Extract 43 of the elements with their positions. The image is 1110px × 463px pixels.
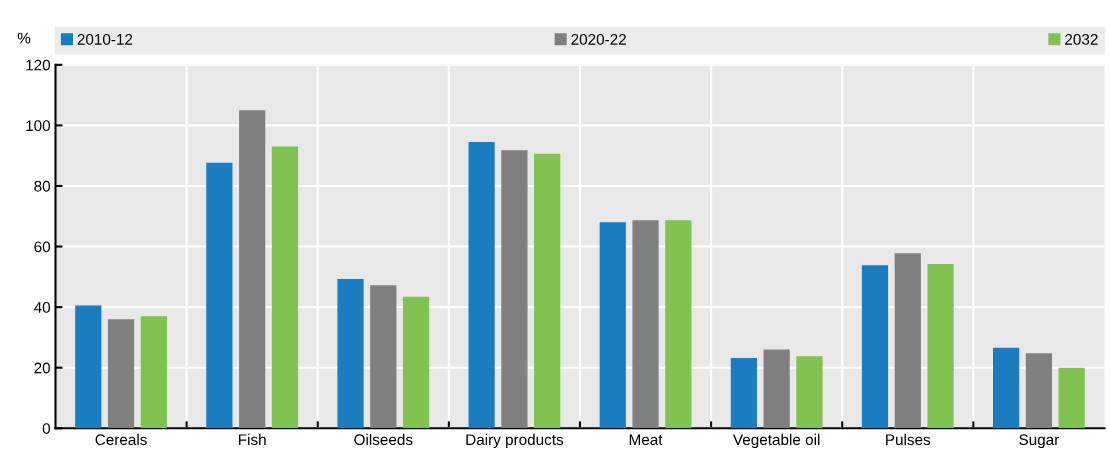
bar <box>1058 367 1085 429</box>
bar <box>468 142 495 429</box>
y-tick-label: 80 <box>34 180 51 192</box>
bar <box>665 220 692 429</box>
x-tick-label: Meat <box>629 434 663 446</box>
legend-label: 2032 <box>1065 33 1098 45</box>
bar <box>107 319 135 429</box>
bar <box>239 110 266 429</box>
bar <box>599 222 626 429</box>
x-tick-label: Vegetable oil <box>732 433 820 449</box>
bar <box>534 153 561 429</box>
x-tick-label: Fish <box>239 433 266 446</box>
bar <box>337 278 364 429</box>
bar <box>927 264 954 429</box>
bar <box>632 220 659 429</box>
bar <box>894 253 921 429</box>
bar <box>402 296 430 429</box>
bar <box>993 347 1020 429</box>
bar <box>370 285 397 429</box>
legend-label: 2020-22 <box>571 33 626 45</box>
y-tick-label: 100 <box>26 120 51 132</box>
bar <box>730 358 757 429</box>
bar <box>140 316 167 429</box>
x-tick-label: Dairy products <box>466 433 564 449</box>
x-tick-label: Oilseeds <box>354 433 413 446</box>
bar <box>206 162 233 429</box>
x-tick-label: Pulses <box>886 433 931 446</box>
legend-label: 2010-12 <box>77 33 133 45</box>
y-tick-label: 20 <box>34 362 51 374</box>
bar <box>796 356 823 429</box>
bar <box>763 349 790 429</box>
y-tick-label: 0 <box>42 423 51 434</box>
bar <box>75 305 102 429</box>
bar <box>1025 353 1052 429</box>
y-axis-title: % <box>17 32 31 44</box>
y-tick-label: 60 <box>34 241 51 253</box>
y-tick-label: 40 <box>34 301 51 313</box>
y-tick-label: 120 <box>26 59 51 71</box>
bar <box>271 146 299 429</box>
bar <box>861 265 889 429</box>
x-tick-label: Cereals <box>95 433 147 446</box>
x-tick-label: Sugar <box>1019 434 1060 449</box>
bar <box>501 150 528 429</box>
